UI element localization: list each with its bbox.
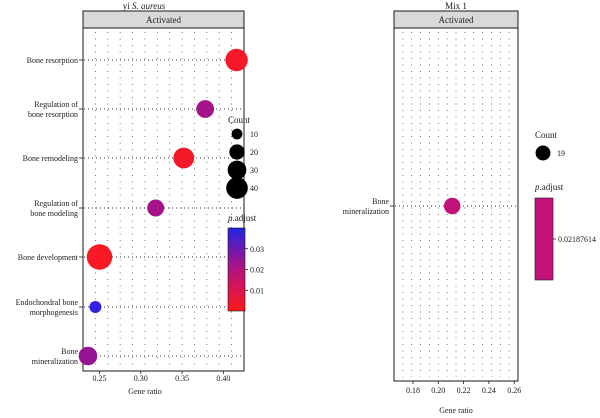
left-category-label: Bone mineralization <box>32 347 79 366</box>
left-data-points <box>78 48 248 366</box>
right-x-tick-label: 0.26 <box>507 386 521 395</box>
left-category-label: Bone remodeling <box>23 154 78 163</box>
right-padjust-legend: p.adjust 0.02187614 <box>534 182 596 281</box>
left-category-label: Regulation of bone modeling <box>30 199 78 218</box>
right-data-points <box>443 197 461 215</box>
right-x-tick-label: 0.18 <box>406 386 420 395</box>
right-panel-title: Mix 1 <box>445 1 467 11</box>
right-y-axis-labels: Bone mineralization <box>343 197 394 216</box>
left-count-legend-key <box>231 128 243 140</box>
left-x-tick-label: 0.35 <box>175 374 189 383</box>
right-data-point <box>443 197 461 215</box>
right-x-axis: 0.18 0.20 0.22 0.24 0.26 <box>406 381 521 395</box>
left-count-legend-key <box>227 160 247 180</box>
left-category-label: Regulation of bone resorption <box>28 100 78 119</box>
right-plot-frame <box>393 27 519 382</box>
right-panel: Mix 1 Activated Bone mineralization 0.18 0… <box>343 1 521 415</box>
left-padjust-tick-label: 0.01 <box>250 286 264 295</box>
right-x-tick-label: 0.24 <box>482 386 496 395</box>
left-padjust-tick-label: 0.02 <box>250 266 264 275</box>
right-count-legend-key <box>535 145 551 161</box>
left-x-tick-label: 0.40 <box>216 374 230 383</box>
right-count-legend: Count 19 <box>535 130 565 161</box>
right-count-legend-label: 19 <box>557 149 565 158</box>
left-count-legend-label: 40 <box>250 184 258 193</box>
left-x-tick-label: 0.30 <box>134 374 148 383</box>
left-count-legend-key <box>226 177 248 199</box>
left-grid <box>84 32 243 367</box>
left-data-point <box>78 346 98 366</box>
right-padjust-legend-title: p.adjust <box>534 182 564 192</box>
right-x-tick-label: 0.20 <box>431 386 445 395</box>
left-count-legend-key <box>229 144 245 160</box>
right-count-legend-title: Count <box>535 130 558 140</box>
left-data-point <box>86 244 113 270</box>
left-x-axis-title: Gene ratio <box>128 387 162 396</box>
left-category-label: Bone resorption <box>27 56 78 65</box>
left-count-legend: Count 10 20 30 40 <box>226 115 258 199</box>
left-x-axis: 0.25 0.30 0.35 0.40 <box>93 371 230 383</box>
left-strip-label: Activated <box>146 15 181 25</box>
left-data-point <box>89 300 102 314</box>
right-x-axis-title: Gene ratio <box>439 406 473 415</box>
left-category-label: Endochondral bone morphogenesis <box>16 298 79 317</box>
left-padjust-tick-label: 0.03 <box>250 245 264 254</box>
right-x-tick-label: 0.22 <box>457 386 471 395</box>
left-count-legend-label: 10 <box>250 130 258 139</box>
left-padjust-legend: p.adjust 0.01 0.02 0.03 <box>227 213 264 312</box>
left-data-point <box>147 199 165 217</box>
right-category-label: Bone mineralization <box>343 197 390 216</box>
left-count-legend-label: 30 <box>250 166 258 175</box>
left-panel: yi S. aureus Activated Bone resorption Re… <box>16 1 248 396</box>
left-count-legend-title: Count <box>228 115 251 125</box>
left-data-point <box>196 100 215 118</box>
right-padjust-tick-label: 0.02187614 <box>558 235 596 244</box>
left-x-tick-label: 0.25 <box>93 374 107 383</box>
left-count-legend-label: 20 <box>250 148 258 157</box>
left-data-point <box>225 48 248 72</box>
left-y-axis-labels: Bone resorption Regulation of bone resorpt… <box>16 56 83 366</box>
left-padjust-colorbar <box>227 227 246 312</box>
left-panel-title: yi S. aureus <box>123 1 166 11</box>
left-plot-frame <box>82 27 245 372</box>
left-category-label: Bone development <box>18 253 79 262</box>
left-data-point <box>173 147 195 169</box>
right-strip-label: Activated <box>439 15 474 25</box>
left-padjust-legend-title: p.adjust <box>227 213 257 223</box>
right-padjust-colorbar <box>534 197 554 281</box>
